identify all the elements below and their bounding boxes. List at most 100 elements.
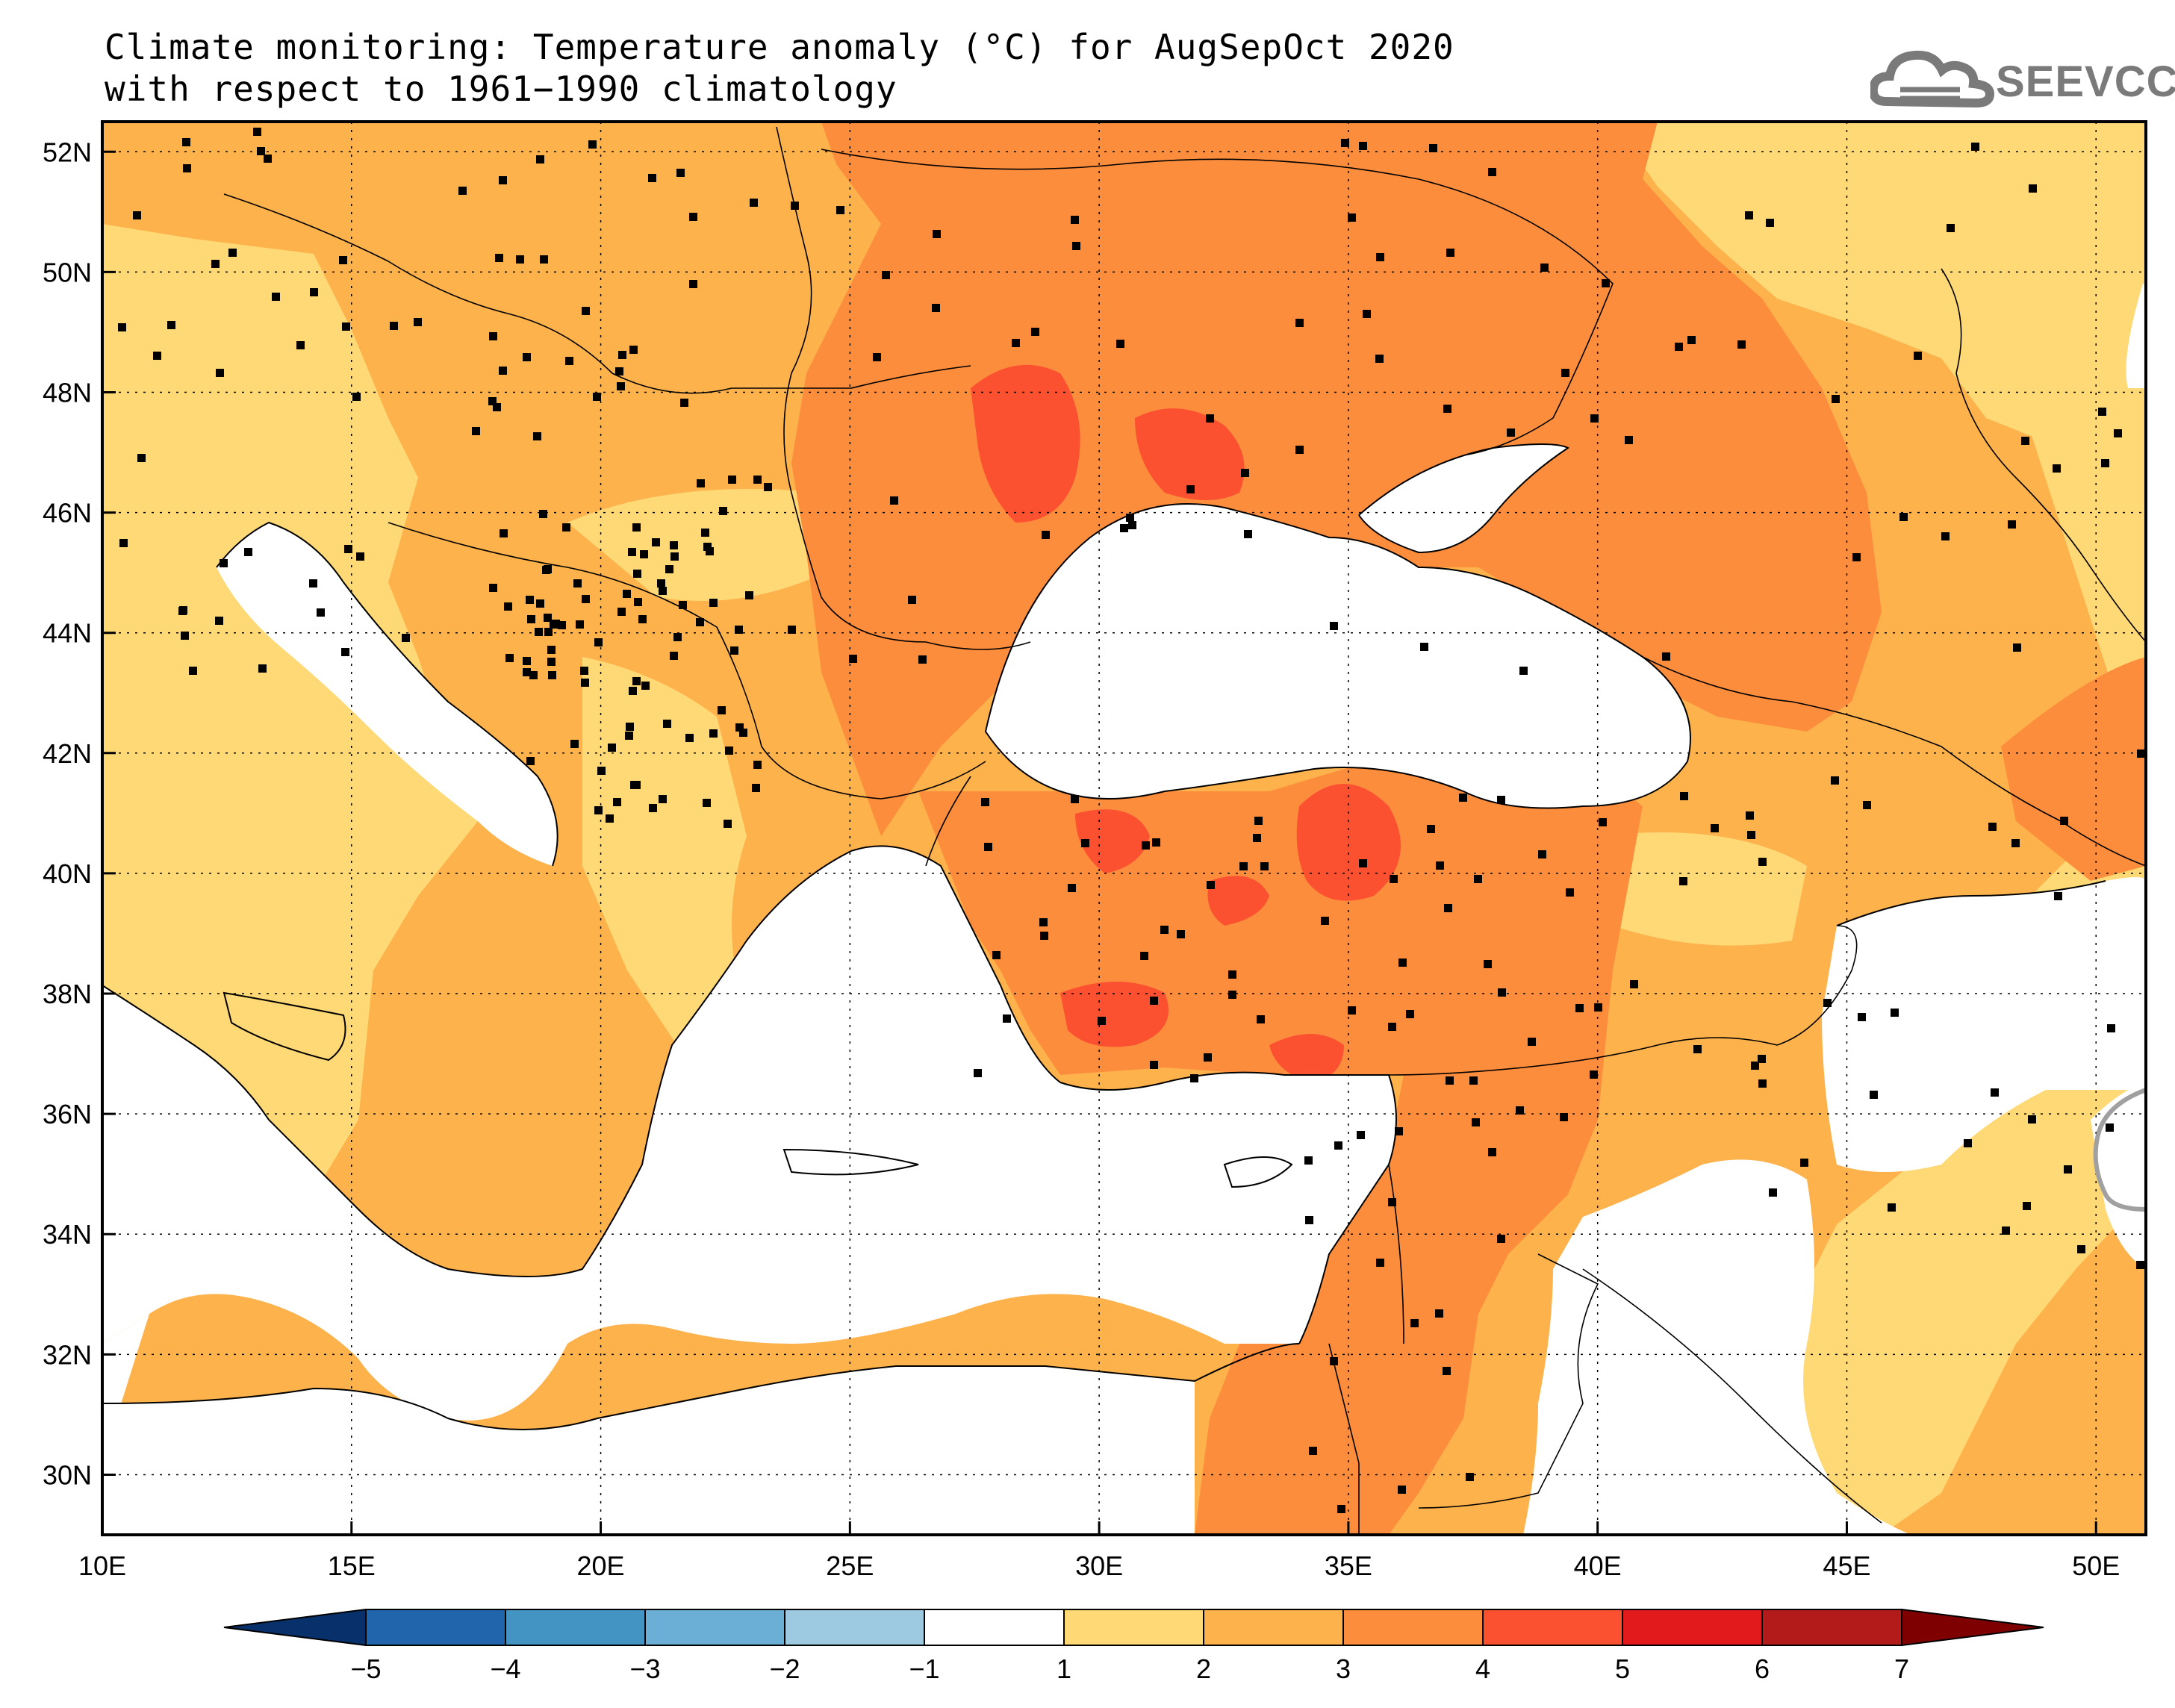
gridlines bbox=[102, 122, 2146, 1535]
station-marker bbox=[628, 548, 636, 556]
station-marker bbox=[500, 529, 508, 537]
station-marker bbox=[625, 732, 633, 740]
station-marker bbox=[1098, 1017, 1106, 1025]
station-marker bbox=[1971, 143, 1979, 151]
colorbar-label: −1 bbox=[909, 1654, 939, 1684]
station-marker bbox=[504, 602, 512, 611]
station-marker bbox=[488, 397, 497, 405]
station-marker bbox=[1832, 395, 1840, 403]
station-marker bbox=[1831, 776, 1839, 785]
station-marker bbox=[341, 648, 349, 656]
station-marker bbox=[728, 476, 736, 484]
colorbar-label: −2 bbox=[769, 1654, 800, 1684]
station-marker bbox=[735, 626, 743, 634]
station-marker bbox=[1337, 1505, 1345, 1513]
station-marker bbox=[2136, 1261, 2144, 1269]
station-marker bbox=[1863, 801, 1871, 809]
station-marker bbox=[1575, 1004, 1584, 1012]
station-marker bbox=[974, 1069, 982, 1077]
station-marker bbox=[1072, 242, 1080, 250]
station-marker bbox=[617, 382, 625, 390]
station-marker bbox=[918, 655, 927, 664]
station-marker bbox=[1823, 999, 1832, 1007]
station-marker bbox=[1152, 838, 1160, 847]
station-marker bbox=[1443, 405, 1451, 413]
station-marker bbox=[119, 539, 128, 547]
lon-tick-label: 15E bbox=[328, 1550, 376, 1581]
station-marker bbox=[597, 767, 606, 775]
station-marker bbox=[890, 496, 898, 505]
station-marker bbox=[253, 128, 261, 136]
station-marker bbox=[640, 550, 648, 558]
station-marker bbox=[2008, 520, 2016, 529]
station-marker bbox=[1507, 428, 1515, 437]
station-marker bbox=[606, 814, 614, 823]
station-marker bbox=[1693, 1045, 1702, 1053]
station-marker bbox=[573, 579, 582, 587]
station-marker bbox=[882, 271, 890, 279]
station-marker bbox=[1126, 514, 1134, 522]
station-marker bbox=[689, 213, 697, 221]
station-marker bbox=[849, 655, 857, 663]
station-marker bbox=[1140, 952, 1148, 960]
station-marker bbox=[1040, 932, 1048, 940]
station-marker bbox=[580, 667, 588, 675]
station-marker bbox=[272, 293, 280, 301]
station-marker bbox=[1964, 1139, 1972, 1147]
station-marker bbox=[641, 682, 650, 690]
colorbar-high-arrow bbox=[1901, 1608, 2044, 1647]
station-marker bbox=[632, 781, 641, 789]
station-marker bbox=[1305, 1216, 1313, 1224]
station-marker bbox=[339, 256, 347, 264]
station-marker bbox=[1888, 1203, 1896, 1212]
station-marker bbox=[527, 615, 535, 623]
station-marker bbox=[547, 658, 556, 666]
station-marker bbox=[2098, 408, 2106, 416]
station-marker bbox=[1398, 959, 1407, 967]
station-marker bbox=[1662, 652, 1670, 661]
station-marker bbox=[1295, 319, 1304, 327]
station-marker bbox=[1566, 888, 1574, 897]
station-marker bbox=[673, 633, 682, 641]
station-marker bbox=[679, 601, 687, 609]
station-marker bbox=[1375, 355, 1384, 363]
station-marker bbox=[1474, 875, 1482, 883]
station-marker bbox=[670, 652, 678, 660]
station-marker bbox=[342, 322, 350, 331]
colorbar-bin bbox=[505, 1609, 646, 1646]
station-marker bbox=[670, 541, 678, 549]
station-marker bbox=[1241, 469, 1249, 477]
station-marker bbox=[1443, 1367, 1451, 1375]
station-marker bbox=[178, 607, 187, 615]
station-marker bbox=[1376, 253, 1384, 261]
station-marker bbox=[1747, 831, 1755, 839]
station-marker bbox=[613, 798, 621, 806]
station-marker bbox=[703, 799, 711, 807]
station-marker bbox=[540, 255, 548, 264]
station-marker bbox=[1870, 1091, 1878, 1099]
station-marker bbox=[1941, 532, 1950, 540]
station-marker bbox=[701, 529, 709, 537]
station-marker bbox=[356, 552, 364, 561]
station-marker bbox=[1012, 339, 1020, 347]
station-marker bbox=[788, 626, 796, 634]
colorbar-bin bbox=[1482, 1609, 1623, 1646]
station-marker bbox=[1852, 553, 1861, 561]
station-marker bbox=[1594, 1003, 1602, 1012]
station-marker bbox=[1560, 1113, 1568, 1121]
station-marker bbox=[544, 628, 553, 636]
map-frame bbox=[101, 120, 2147, 1536]
station-marker bbox=[1330, 622, 1338, 630]
station-marker bbox=[539, 510, 547, 518]
country-borders bbox=[223, 126, 2147, 1535]
station-marker bbox=[670, 552, 679, 561]
station-marker bbox=[753, 761, 762, 769]
station-marker bbox=[536, 155, 544, 163]
station-marker bbox=[1540, 264, 1549, 272]
station-marker bbox=[1466, 1473, 1474, 1481]
station-marker bbox=[685, 734, 694, 742]
colorbar-label: −4 bbox=[490, 1654, 520, 1684]
station-marker bbox=[1359, 142, 1367, 150]
station-marker bbox=[582, 595, 590, 603]
